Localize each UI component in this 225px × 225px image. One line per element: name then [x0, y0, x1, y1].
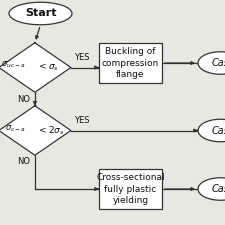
Ellipse shape	[198, 52, 225, 74]
Text: $< \sigma_s$: $< \sigma_s$	[37, 62, 59, 73]
FancyBboxPatch shape	[99, 43, 162, 83]
Text: YES: YES	[74, 53, 90, 62]
Ellipse shape	[198, 119, 225, 142]
Text: $\sigma_{c-a}$: $\sigma_{c-a}$	[5, 123, 26, 133]
Text: Cas: Cas	[212, 184, 225, 194]
Text: $< 2\sigma_s$: $< 2\sigma_s$	[37, 124, 65, 137]
Text: Start: Start	[25, 9, 56, 18]
Polygon shape	[0, 43, 71, 92]
Ellipse shape	[9, 2, 72, 25]
Text: $\sigma_{uc-a}$: $\sigma_{uc-a}$	[1, 60, 26, 70]
Text: Cas: Cas	[212, 126, 225, 135]
Text: Buckling of
compression
flange: Buckling of compression flange	[102, 47, 159, 79]
Text: NO: NO	[17, 94, 30, 104]
Polygon shape	[0, 106, 71, 155]
Text: Cas: Cas	[212, 58, 225, 68]
FancyBboxPatch shape	[99, 169, 162, 209]
Ellipse shape	[198, 178, 225, 200]
Text: NO: NO	[17, 158, 30, 166]
Text: YES: YES	[74, 116, 90, 125]
Text: Cross-sectional
fully plastic
yielding: Cross-sectional fully plastic yielding	[96, 173, 165, 205]
